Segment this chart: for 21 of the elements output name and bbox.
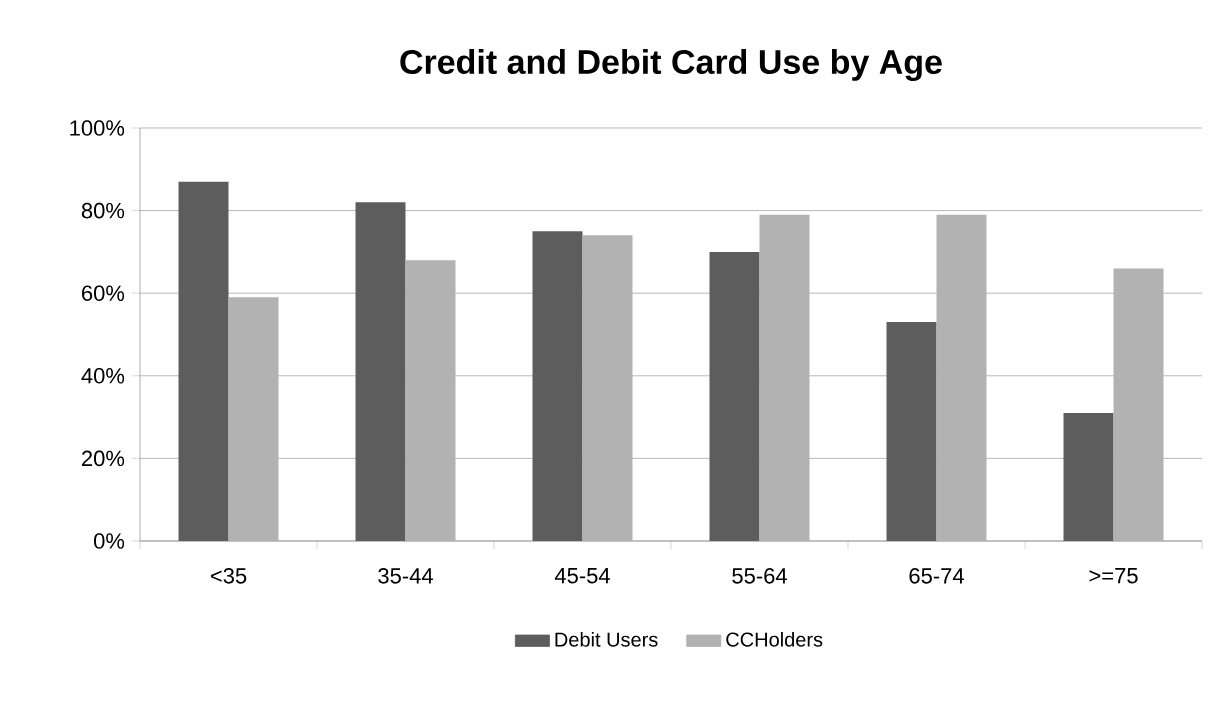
bar — [709, 251, 760, 541]
chart-title: Credit and Debit Card Use by Age — [400, 49, 942, 81]
x-tick-label: 45-54 — [554, 568, 610, 584]
y-tick-label: 20% — [82, 450, 125, 467]
bar — [355, 202, 406, 541]
bar — [178, 181, 229, 541]
x-tick-label: >=75 — [1089, 568, 1138, 584]
y-tick-label: 100% — [70, 120, 125, 136]
y-tick-label: 80% — [81, 202, 125, 219]
x-tick-label: <35 — [210, 568, 247, 584]
bar — [532, 231, 583, 541]
y-tick-label: 40% — [81, 368, 125, 384]
bar — [1063, 412, 1114, 541]
x-tick-label: 35-44 — [378, 568, 433, 584]
y-tick-label: 60% — [82, 285, 125, 301]
y-tick-label: 0% — [93, 533, 125, 549]
legend-label: CCHolders — [726, 631, 823, 647]
x-tick-label: 65-74 — [909, 568, 964, 584]
bar — [886, 322, 937, 541]
x-tick-label: 55-64 — [732, 568, 787, 584]
legend-label: Debit Users — [555, 631, 658, 647]
